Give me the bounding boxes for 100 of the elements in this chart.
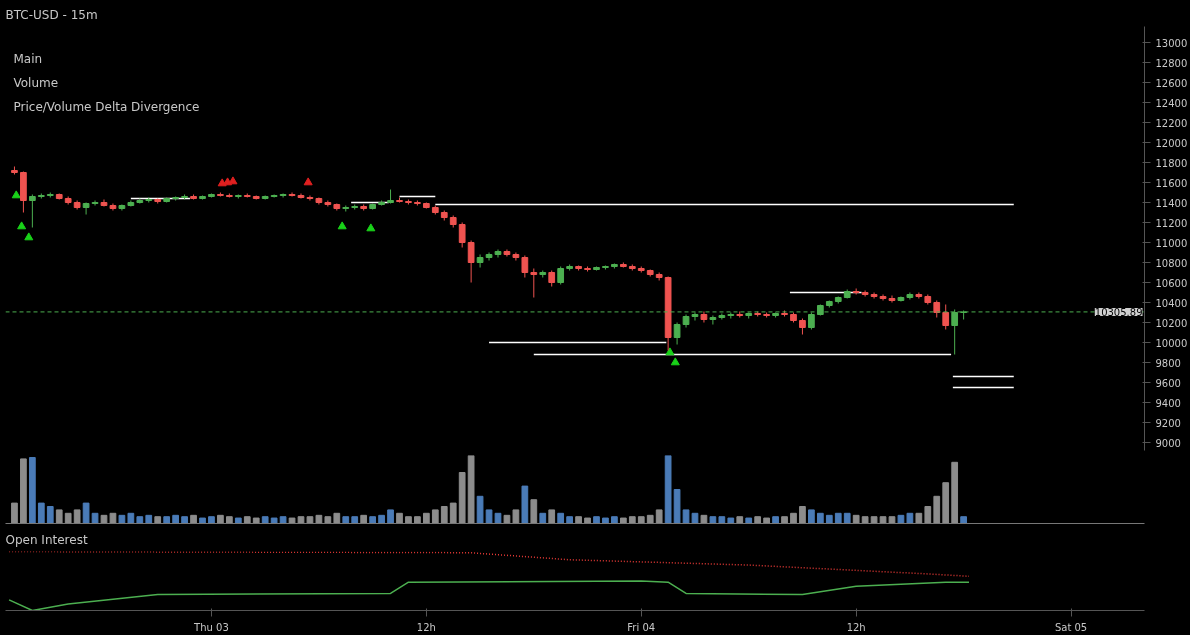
bar [29,457,36,524]
bar [324,516,332,524]
bar [118,514,126,524]
bar [611,516,618,524]
bar [593,516,600,524]
y-tick-label: 11400 [1155,197,1188,209]
candlestick [870,292,878,299]
bar [512,509,520,524]
bar [924,506,932,524]
bar [521,485,529,524]
bar [628,516,636,524]
bar [270,517,278,524]
x-tick-label: Thu 03 [193,621,229,633]
bar [431,509,439,524]
x-tick-label: 12h [416,621,436,633]
candlestick [82,202,90,215]
candlestick [673,322,681,345]
bar [64,512,72,524]
candlestick [29,194,36,228]
bar [11,502,18,524]
bar [467,455,475,524]
bar [825,514,833,524]
bar [55,509,63,524]
bar [834,512,842,524]
bar [243,516,251,524]
bar [387,509,394,524]
bar [781,516,788,524]
candlestick [861,290,869,297]
bar [82,502,90,524]
candlestick [476,254,484,268]
candlestick [521,255,529,278]
bar [378,514,385,524]
bar [217,514,224,524]
bar [351,516,359,524]
y-tick-label: 11800 [1155,157,1188,169]
bar [279,516,287,524]
bar [960,516,967,524]
ref-line-label: 10305.89 [1094,306,1143,318]
bar [476,495,484,524]
bar [736,516,744,524]
y-tick-label: 11200 [1155,217,1188,229]
bar [754,516,762,524]
candlestick [279,193,287,198]
y-tick-label: 10400 [1155,297,1188,309]
y-tick-label: 13000 [1155,37,1188,49]
bar [252,517,260,524]
bar [190,514,197,524]
bar [808,509,815,524]
bar [566,516,573,524]
y-tick-label: 9400 [1155,397,1181,409]
candlestick [700,311,708,323]
bar [799,506,806,524]
bar [46,506,54,524]
bar [942,482,950,524]
y-tick-label: 12800 [1155,57,1188,69]
bar [933,495,941,524]
bar [449,502,457,524]
candlestick [458,222,466,248]
candlestick [324,200,332,207]
y-tick-label: 12000 [1155,137,1188,149]
bar [602,517,609,524]
candlestick [512,252,520,261]
bar [557,512,565,524]
bar [145,514,153,524]
bar [772,516,779,524]
bar [369,516,376,524]
candlestick [467,240,475,283]
bar [584,517,591,524]
candlestick [942,304,950,330]
bar [709,516,717,524]
candlestick [91,200,99,206]
bar [360,514,368,524]
bar [637,516,645,524]
candlestick [530,268,538,298]
bar [234,517,242,524]
bar [315,514,323,524]
annotation: Volume [13,75,59,90]
bar [539,512,547,524]
bar [843,512,851,524]
bar [414,516,421,524]
bar [261,516,269,524]
y-tick-label: 9200 [1155,417,1181,429]
bar [208,516,215,524]
bar [333,512,341,524]
bar [530,499,538,524]
bar [199,517,206,524]
y-tick-label: 12600 [1155,77,1188,89]
bar [458,472,466,524]
bar [861,516,869,524]
bar [870,516,878,524]
y-tick-label: 10200 [1155,317,1188,329]
bar [440,506,448,524]
bar [745,517,753,524]
chart-title: Open Interest [5,532,88,547]
bar [897,514,905,524]
bar [342,516,350,524]
bar [718,516,726,524]
bar [503,514,511,524]
bar [405,516,412,524]
y-tick-label: 12200 [1155,117,1188,129]
